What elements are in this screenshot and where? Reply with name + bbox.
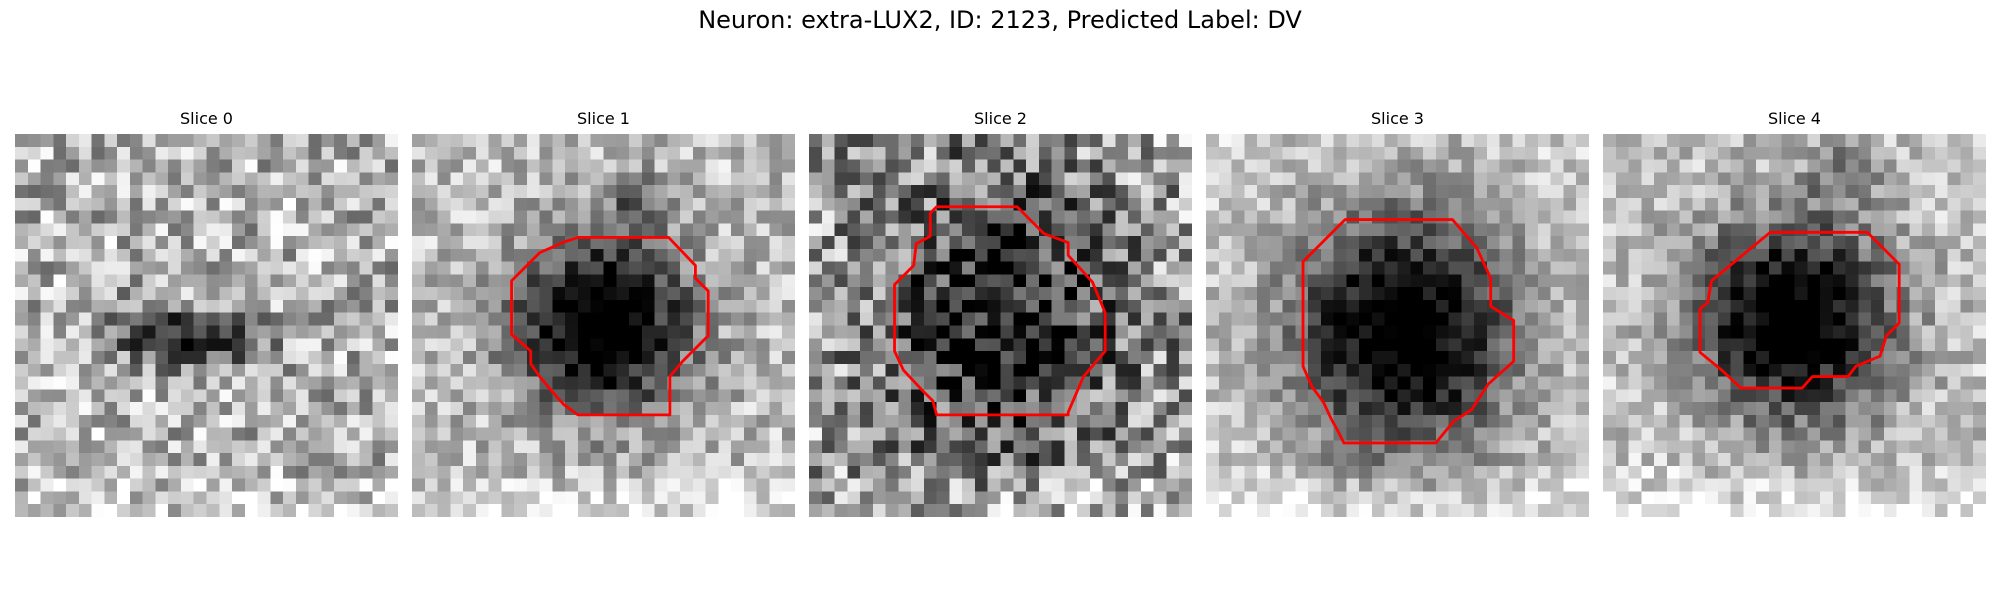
slice-2-pixel-grid	[809, 134, 1192, 517]
slice-3-pixel-grid	[1206, 134, 1589, 517]
slice-1-contour	[510, 236, 710, 417]
slice-1-title: Slice 1	[577, 109, 630, 128]
slice-0-pixel-grid	[15, 134, 398, 517]
slice-2-image	[809, 134, 1192, 517]
slice-0-image	[15, 134, 398, 517]
figure-title: Neuron: extra-LUX2, ID: 2123, Predicted …	[698, 6, 1302, 34]
slice-2-contour	[893, 205, 1107, 417]
slice-3-image	[1206, 134, 1589, 517]
slice-1-image	[412, 134, 795, 517]
slice-2-title: Slice 2	[974, 109, 1027, 128]
slice-3-contour	[1301, 218, 1516, 445]
slice-3-title: Slice 3	[1371, 109, 1424, 128]
slice-4-image	[1603, 134, 1986, 517]
slice-1-pixel-grid	[412, 134, 795, 517]
slice-0-title: Slice 0	[180, 109, 233, 128]
slice-4-contour	[1698, 230, 1901, 390]
slice-4-pixel-grid	[1603, 134, 1986, 517]
slice-4-title: Slice 4	[1768, 109, 1821, 128]
